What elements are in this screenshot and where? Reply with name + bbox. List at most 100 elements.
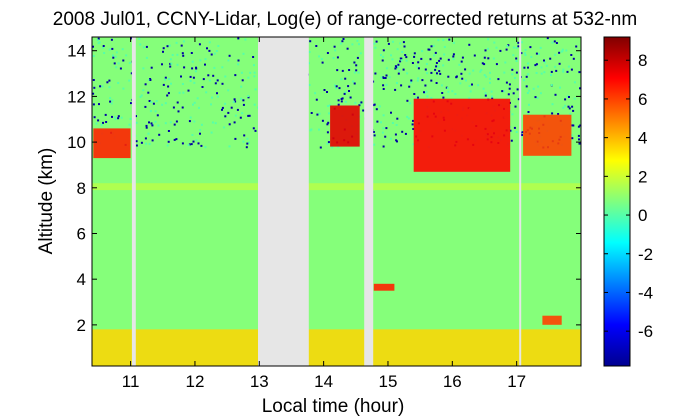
noise-cell [375, 108, 378, 111]
noise-cell [515, 47, 518, 49]
noise-cell [523, 79, 525, 82]
noise-cell [570, 54, 573, 56]
colorbar-tick-label: -6 [638, 322, 653, 341]
noise-cell [180, 44, 183, 47]
noise-cell [338, 87, 341, 90]
noise-cell [234, 137, 237, 140]
noise-cell [230, 106, 233, 109]
noise-cell [150, 101, 153, 103]
y-axis-label: Altitude (km) [36, 148, 57, 255]
noise-cell [208, 41, 211, 44]
noise-cell [526, 92, 529, 94]
noise-cell [182, 54, 185, 57]
noise-cell [92, 79, 95, 81]
noise-cell [353, 82, 356, 85]
noise-cell [341, 69, 344, 72]
noise-cell [568, 107, 571, 110]
noise-cell [579, 124, 581, 127]
noise-cell [413, 55, 416, 58]
noise-cell [228, 54, 231, 57]
noise-cell [464, 68, 467, 71]
noise-cell [213, 52, 216, 55]
noise-cell [430, 79, 433, 82]
noise-cell [111, 115, 113, 118]
noise-cell [248, 114, 251, 117]
noise-cell [242, 99, 245, 102]
noise-cell [408, 85, 411, 88]
noise-cell [323, 89, 326, 91]
noise-cell [561, 48, 564, 51]
noise-cell [331, 146, 334, 149]
noise-cell [166, 94, 169, 97]
noise-cell [254, 129, 257, 132]
noise-cell [384, 77, 387, 79]
noise-cell [499, 49, 502, 52]
noise-cell [234, 74, 237, 77]
noise-cell [326, 123, 329, 126]
noise-cell [198, 43, 201, 46]
noise-cell [439, 72, 442, 75]
noise-cell [524, 49, 527, 51]
noise-cell [183, 66, 186, 69]
noise-cell [254, 88, 257, 91]
noise-cell [394, 65, 397, 68]
noise-cell [340, 100, 343, 103]
noise-cell [164, 122, 167, 125]
noise-cell [356, 39, 359, 42]
noise-cell [224, 102, 227, 105]
noise-cell [391, 58, 394, 61]
noise-cell [104, 113, 107, 116]
noise-cell [92, 55, 95, 57]
noise-cell [242, 103, 245, 106]
noise-cell [554, 53, 557, 56]
noise-cell [181, 142, 184, 145]
noise-cell [237, 63, 240, 66]
noise-cell [210, 53, 213, 56]
noise-cell [122, 87, 125, 90]
noise-cell [400, 84, 403, 87]
noise-cell [491, 95, 493, 98]
y-axis: 2 4 6 8 10 12 14 [67, 42, 581, 335]
noise-cell [130, 102, 132, 105]
noise-cell [507, 44, 510, 47]
noise-cell [253, 71, 256, 74]
noise-cell [340, 78, 343, 81]
noise-cell [442, 39, 445, 42]
noise-cell [139, 43, 142, 46]
noise-cell [452, 58, 455, 61]
noise-cell [208, 49, 211, 52]
noise-cell [465, 79, 467, 82]
noise-cell [430, 97, 433, 99]
noise-cell [253, 75, 256, 78]
colorbar [603, 36, 631, 367]
noise-cell [221, 106, 224, 109]
noise-cell [528, 89, 531, 92]
noise-cell [566, 95, 569, 98]
noise-cell [112, 54, 114, 57]
noise-cell [176, 53, 179, 56]
noise-cell [199, 59, 202, 62]
noise-cell [194, 70, 197, 73]
noise-cell [469, 90, 472, 93]
noise-cell [550, 84, 553, 86]
noise-cell [319, 146, 322, 149]
x-axis: 11 12 13 14 15 16 17 [122, 37, 526, 391]
noise-cell [117, 62, 120, 65]
colorbar-tick-label: 2 [638, 167, 647, 186]
noise-cell [95, 122, 98, 125]
noise-cell [245, 146, 248, 149]
noise-cell [177, 110, 180, 113]
noise-cell [401, 51, 404, 53]
noise-cell [493, 41, 496, 44]
noise-cell [333, 45, 336, 48]
noise-cell [224, 75, 227, 78]
noise-cell [102, 45, 105, 47]
noise-cell [373, 42, 376, 45]
cloud-region [93, 128, 131, 159]
cloud-region [542, 315, 562, 325]
noise-cell [92, 45, 94, 48]
noise-cell [385, 67, 388, 70]
noise-cell [176, 101, 179, 104]
noise-cell [447, 58, 450, 61]
noise-cell [443, 53, 446, 56]
